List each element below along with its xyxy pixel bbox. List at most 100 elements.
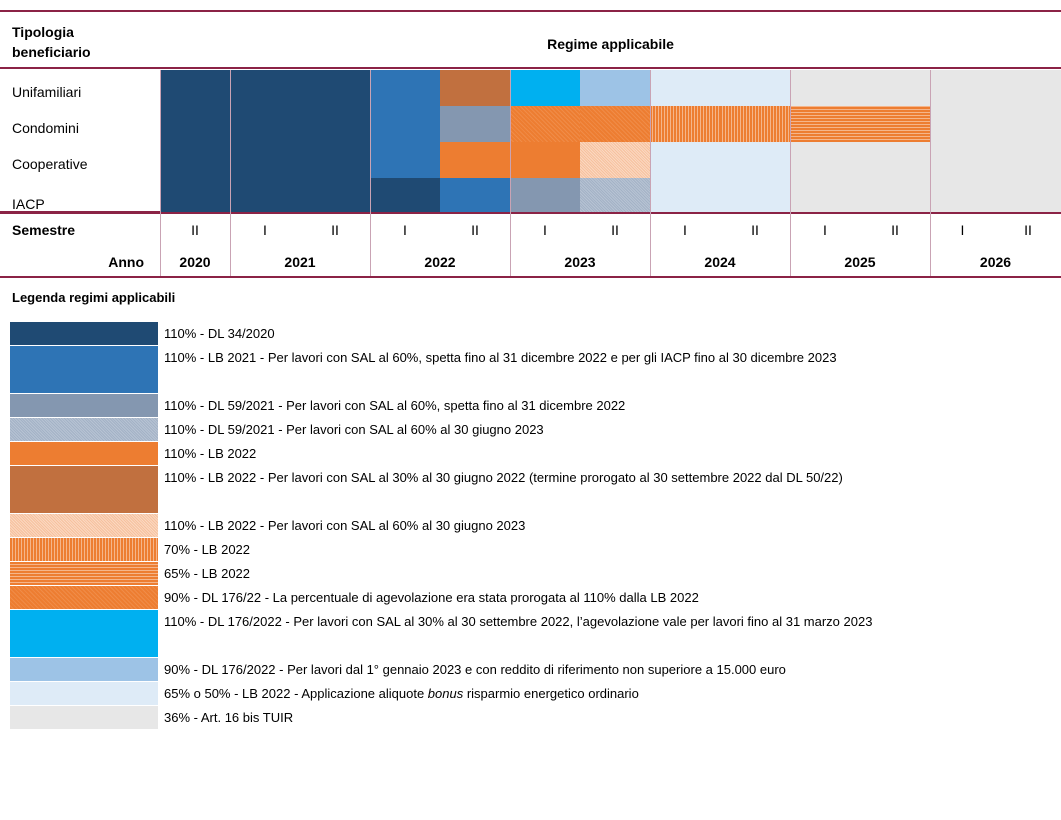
semester: I [683, 222, 687, 238]
regime-cell [720, 142, 790, 178]
year: 2024 [704, 254, 736, 270]
regime-cell [860, 142, 930, 178]
legend-label: 110% - LB 2021 - Per lavori con SAL al 6… [164, 350, 837, 365]
regime-cell [650, 142, 720, 178]
regime-cell [720, 178, 790, 212]
year-divider [790, 70, 791, 276]
row-label: Condomini [12, 120, 79, 136]
year: 2021 [284, 254, 316, 270]
regime-cell [160, 106, 230, 142]
semester: I [263, 222, 267, 238]
grid-rule [0, 211, 1061, 214]
year-divider [160, 70, 161, 276]
regime-cell [995, 178, 1061, 212]
legend-swatch [10, 394, 158, 417]
row-label: IACP [12, 196, 45, 212]
year: 2026 [979, 254, 1012, 270]
legend-label: 110% - DL 176/2022 - Per lavori con SAL … [164, 614, 873, 629]
regime-cell [300, 178, 370, 212]
regime-cell [370, 106, 440, 142]
semester: II [611, 222, 619, 238]
regime-cell [860, 106, 930, 142]
year-divider [230, 70, 231, 276]
regime-cell [580, 178, 650, 212]
regime-cell [510, 70, 580, 106]
legend-label: 90% - DL 176/22 - La percentuale di agev… [164, 590, 699, 605]
regime-cell [300, 106, 370, 142]
regime-cell [440, 70, 510, 106]
regime-cell [440, 178, 510, 212]
regime-cell [790, 106, 860, 142]
year-divider [370, 70, 371, 276]
regime-cell [230, 70, 300, 106]
regime-cell [995, 106, 1061, 142]
header-rule [0, 67, 1061, 69]
regime-cell [650, 178, 720, 212]
semester: II [331, 222, 339, 238]
legend-swatch [10, 514, 158, 537]
regime-cell [790, 178, 860, 212]
regime-cell [580, 106, 650, 142]
legend-label-part: bonus [427, 686, 464, 701]
regime-cell [650, 106, 720, 142]
regime-cell [930, 178, 995, 212]
legend-label: 110% - LB 2022 [164, 446, 257, 461]
legend-label: 110% - DL 34/2020 [164, 326, 275, 341]
regime-cell [790, 142, 860, 178]
legend-label: 110% - LB 2022 - Per lavori con SAL al 6… [164, 518, 526, 533]
year: 2025 [844, 254, 876, 270]
regime-cell [580, 70, 650, 106]
legend-label: 36% - Art. 16 bis TUIR [164, 710, 294, 725]
legend-label: 70% - LB 2022 [164, 542, 251, 557]
header-col2: Regime applicabile [547, 36, 674, 52]
legend-label: 110% - LB 2022 - Per lavori con SAL al 3… [164, 470, 843, 485]
legend-label-part: 65% o 50% - LB 2022 - Applicazione aliqu… [164, 686, 428, 701]
regime-cell [370, 142, 440, 178]
legend-title: Legenda regimi applicabili [12, 290, 176, 305]
semester: II [891, 222, 899, 238]
regime-cell [510, 142, 580, 178]
semester-label: Semestre [12, 222, 76, 238]
regime-cell [160, 178, 230, 212]
regime-cell [930, 106, 995, 142]
legend-swatch [10, 586, 158, 609]
regime-cell [790, 70, 860, 106]
semester: II [191, 222, 199, 238]
regime-cell [510, 106, 580, 142]
regime-cell [300, 142, 370, 178]
regime-cell [860, 70, 930, 106]
regime-cell [995, 70, 1061, 106]
semester: II [751, 222, 759, 238]
regime-cell [650, 70, 720, 106]
legend-swatch [10, 538, 158, 561]
regime-cell [860, 178, 930, 212]
legend-swatch [10, 346, 158, 393]
legend-swatch [10, 610, 158, 657]
regime-cell [160, 70, 230, 106]
regime-cell [930, 70, 995, 106]
year-divider [650, 70, 651, 276]
regime-cell [230, 178, 300, 212]
year: 2020 [179, 254, 211, 270]
row-label: Cooperative [12, 156, 88, 172]
semester: I [403, 222, 407, 238]
regime-cell [930, 142, 995, 178]
legend-label: 110% - DL 59/2021 - Per lavori con SAL a… [164, 398, 626, 413]
semester: I [823, 222, 827, 238]
legend-swatch [10, 442, 158, 465]
year-divider [930, 70, 931, 276]
legend-label: 90% - DL 176/2022 - Per lavori dal 1° ge… [164, 662, 786, 677]
bottom-rule [0, 276, 1061, 278]
top-rule [0, 10, 1061, 12]
regime-cell [440, 142, 510, 178]
legend-label: 110% - DL 59/2021 - Per lavori con SAL a… [164, 422, 544, 437]
legend-swatch [10, 466, 158, 513]
legend-swatch [10, 322, 158, 345]
regime-cell [160, 142, 230, 178]
regime-cell [300, 70, 370, 106]
regime-cell [230, 142, 300, 178]
regime-cell [995, 142, 1061, 178]
header-col1: Tipologia beneficiario [12, 24, 91, 60]
regime-cell [720, 106, 790, 142]
